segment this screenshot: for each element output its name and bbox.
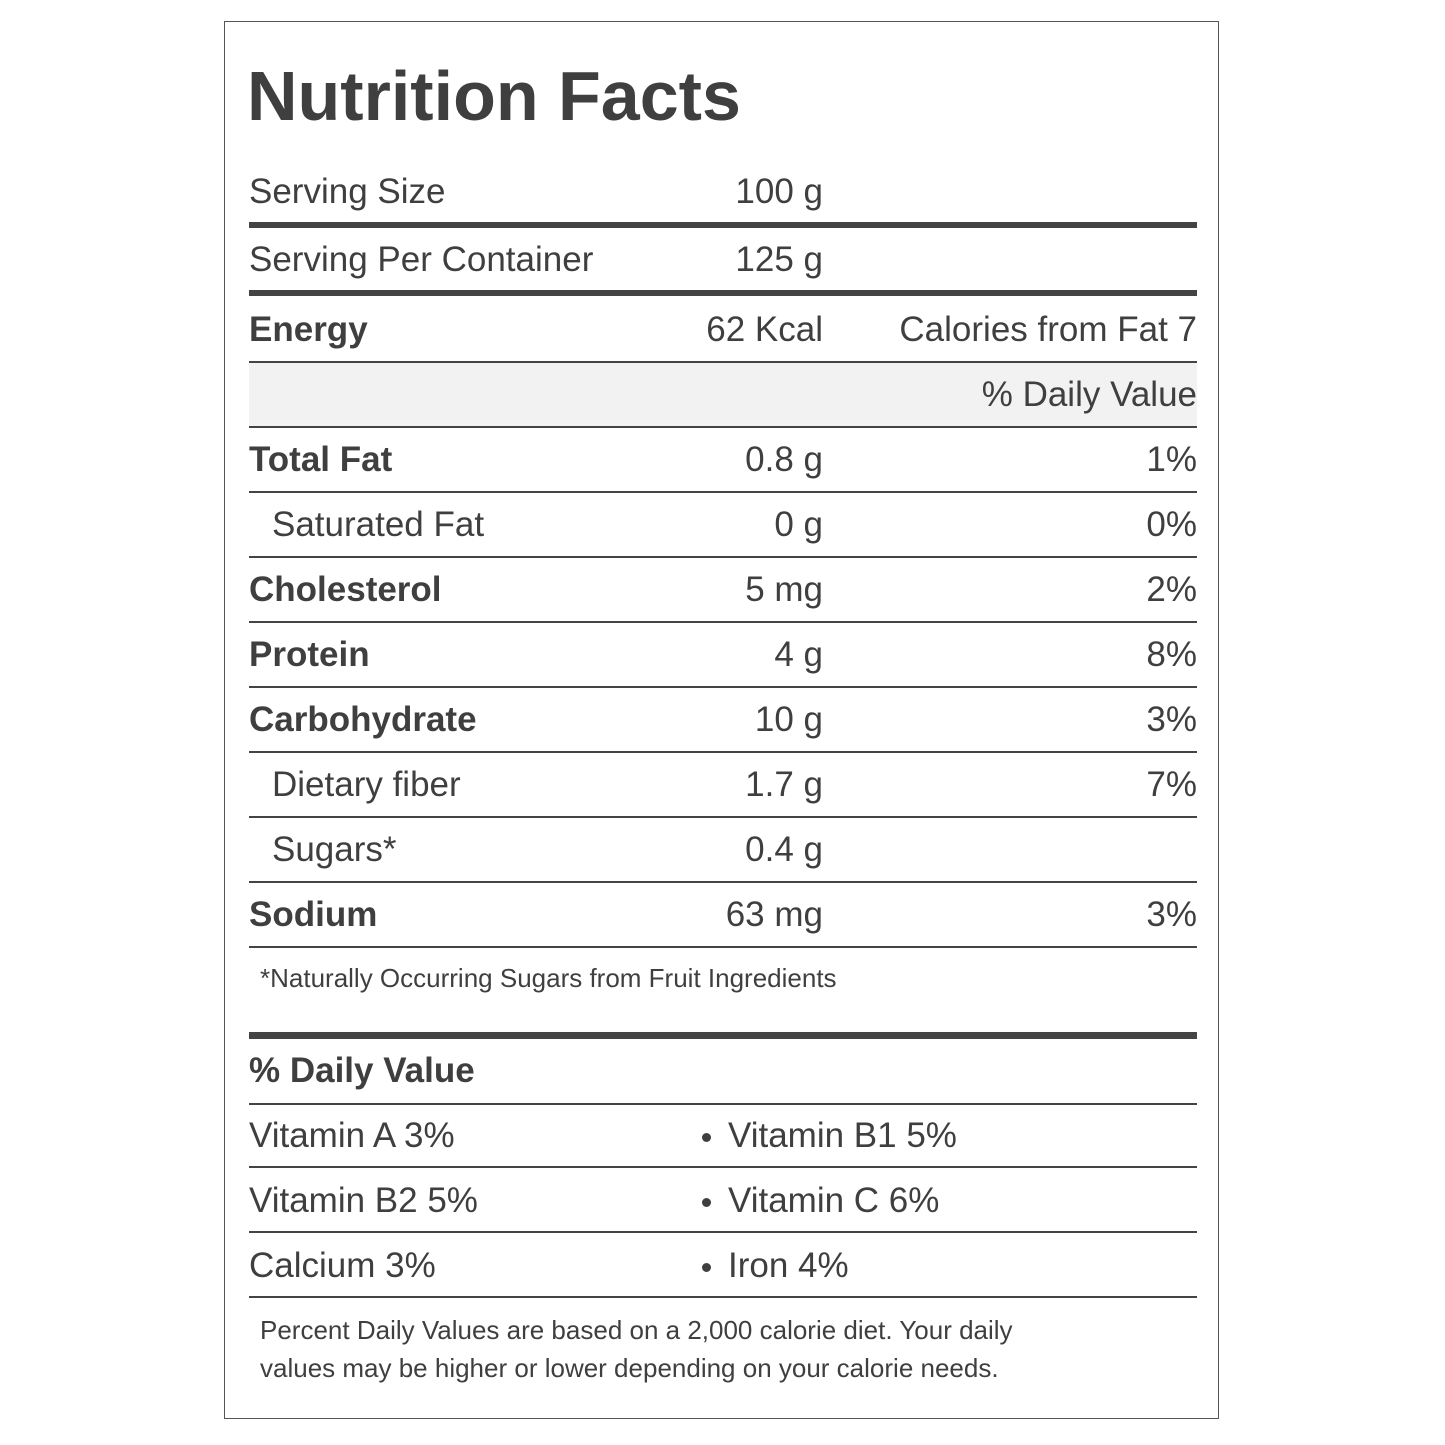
bullet bbox=[702, 1133, 711, 1142]
nutrient-dv: 0% bbox=[1146, 505, 1197, 544]
nutrient-amount: 0 g bbox=[774, 505, 823, 544]
rule bbox=[249, 1231, 1197, 1233]
rule bbox=[249, 556, 1197, 558]
vitamins-header: % Daily Value bbox=[249, 1051, 475, 1090]
rule bbox=[249, 491, 1197, 493]
nutrient-amount: 0.4 g bbox=[745, 830, 823, 869]
energy-label: Energy bbox=[249, 310, 368, 349]
rule bbox=[249, 1296, 1197, 1298]
vitamin: Vitamin C 6% bbox=[728, 1181, 940, 1220]
nutrient-dv: 3% bbox=[1146, 895, 1197, 934]
serving-label: Serving Size bbox=[249, 172, 446, 211]
nutrient-amount: 4 g bbox=[774, 635, 823, 674]
nutrient-name: Carbohydrate bbox=[249, 700, 477, 739]
bullet bbox=[702, 1198, 711, 1207]
nutrient-name: Cholesterol bbox=[249, 570, 442, 609]
energy-extra: Calories from Fat 7 bbox=[899, 310, 1197, 349]
footnote: *Naturally Occurring Sugars from Fruit I… bbox=[260, 963, 837, 993]
serving-amount: 100 g bbox=[735, 172, 823, 211]
nutrient-name: Total Fat bbox=[249, 440, 393, 479]
rule bbox=[249, 1166, 1197, 1168]
rule bbox=[249, 361, 1197, 363]
nutrient-dv: 3% bbox=[1146, 700, 1197, 739]
rule bbox=[249, 881, 1197, 883]
energy-amount: 62 Kcal bbox=[706, 310, 823, 349]
vitamin: Iron 4% bbox=[728, 1246, 849, 1285]
vitamin: Vitamin B2 5% bbox=[249, 1181, 478, 1220]
note-line: values may be higher or lower depending … bbox=[260, 1353, 999, 1383]
serving-amount: 125 g bbox=[735, 240, 823, 279]
bullet bbox=[702, 1263, 711, 1272]
thick-rule bbox=[249, 1031, 1197, 1039]
rule bbox=[249, 946, 1197, 948]
nutrient-name: Sugars* bbox=[272, 830, 397, 869]
vitamin: Calcium 3% bbox=[249, 1246, 436, 1285]
nutrient-dv: 7% bbox=[1146, 765, 1197, 804]
nutrient-amount: 1.7 g bbox=[745, 765, 823, 804]
nutrient-dv: 8% bbox=[1146, 635, 1197, 674]
nutrient-amount: 5 mg bbox=[745, 570, 823, 609]
title: Nutrition Facts bbox=[247, 57, 741, 135]
vitamin: Vitamin A 3% bbox=[249, 1116, 455, 1155]
nutrient-dv: 2% bbox=[1146, 570, 1197, 609]
nutrient-name: Saturated Fat bbox=[272, 505, 485, 544]
daily-value-header: % Daily Value bbox=[981, 375, 1197, 414]
rule bbox=[249, 816, 1197, 818]
rule bbox=[249, 751, 1197, 753]
rule bbox=[249, 621, 1197, 623]
note-line: Percent Daily Values are based on a 2,00… bbox=[260, 1315, 1013, 1345]
nutrient-name: Sodium bbox=[249, 895, 378, 934]
thick-rule bbox=[249, 222, 1197, 228]
thick-rule bbox=[249, 290, 1197, 296]
nutrient-amount: 10 g bbox=[754, 700, 823, 739]
rule bbox=[249, 686, 1197, 688]
vitamin: Vitamin B1 5% bbox=[728, 1116, 957, 1155]
nutrient-amount: 63 mg bbox=[725, 895, 823, 934]
label-border bbox=[224, 21, 1219, 1419]
rule bbox=[249, 1103, 1197, 1105]
nutrient-name: Protein bbox=[249, 635, 370, 674]
nutrient-name: Dietary fiber bbox=[272, 765, 461, 804]
header-band bbox=[249, 363, 1197, 427]
serving-label: Serving Per Container bbox=[249, 240, 594, 279]
nutrient-amount: 0.8 g bbox=[745, 440, 823, 479]
rule bbox=[249, 426, 1197, 428]
nutrient-dv: 1% bbox=[1146, 440, 1197, 479]
